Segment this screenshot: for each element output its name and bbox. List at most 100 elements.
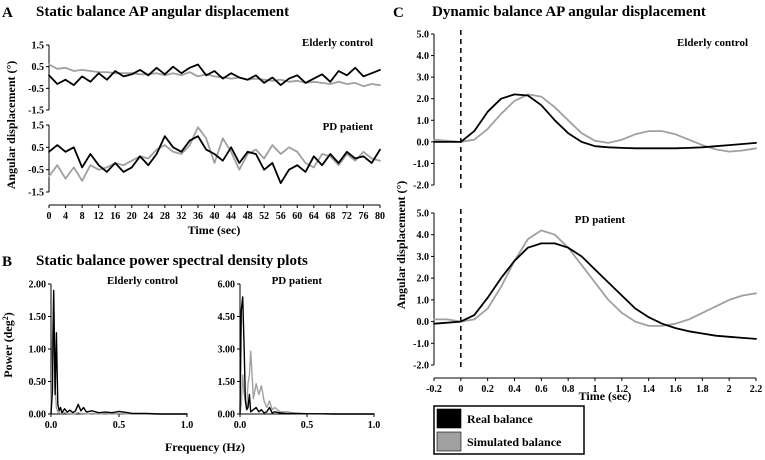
- x-tick-label: 40: [210, 211, 220, 222]
- legend-label-real: Real balance: [467, 412, 533, 426]
- series-simulated-balance: [239, 350, 375, 415]
- x-tick-label: 44: [226, 211, 236, 222]
- x-tick-label: 56: [276, 211, 286, 222]
- x-tick-label: 20: [127, 211, 137, 222]
- y-tick-label: -1.0: [413, 159, 429, 170]
- x-tick-label: 28: [160, 211, 170, 222]
- y-ticks: 5.0 4.0 3.0 2.0 1.0 0.0 -1.0 -2.0: [413, 209, 434, 372]
- legend-swatch-real: [436, 408, 462, 429]
- x-tick-label: 1.2: [616, 384, 629, 395]
- x-tick-label: 32: [176, 211, 186, 222]
- x-axis-a: 0 4 8 12 16 20 24 28 32 36 40 44 48 52 56 60 64 68 72 76 80: [47, 204, 385, 222]
- series-real-balance: [239, 296, 375, 415]
- series-lines: [239, 296, 375, 415]
- y-ticks: 6.00 4.50 3.00 1.50 0.00: [218, 280, 240, 421]
- x-tick-label: 1.0: [181, 420, 194, 431]
- x-tick-label: 52: [259, 211, 269, 222]
- x-tick-label: 48: [243, 211, 253, 222]
- subplot-label: PD patient: [575, 214, 626, 226]
- x-tick-label: 16: [110, 211, 120, 222]
- legend-label-simulated: Simulated balance: [467, 435, 562, 449]
- y-tick-label: 0.50: [29, 377, 47, 388]
- y-ticks: 1.5 0.5 -0.5 -1.5: [28, 121, 49, 199]
- x-tick-label: 80: [375, 211, 385, 222]
- series-simulated-balance: [433, 229, 757, 327]
- legend-swatch-simulated: [436, 431, 462, 452]
- series-real-balance: [48, 135, 381, 185]
- panel-c: C Dynamic balance AP angular displacemen…: [393, 4, 762, 403]
- series-simulated-balance: [50, 296, 188, 415]
- series-lines: [433, 93, 757, 153]
- series-real-balance: [433, 93, 757, 150]
- x-tick-label: 36: [193, 211, 203, 222]
- x-tick-label: 0.5: [113, 420, 126, 431]
- y-tick-label: 2.00: [29, 280, 47, 291]
- x-axis: 0.0 0.5 1.0: [45, 413, 194, 431]
- panel-c-letter: C: [393, 5, 404, 21]
- y-ticks: 2.00 1.50 1.00 0.50 0.00: [29, 280, 51, 421]
- ylabel-sup: 2: [1, 316, 10, 320]
- x-tick-label: 1: [593, 384, 598, 395]
- x-tick-label: 1.4: [642, 384, 655, 395]
- x-tick-label: 0.6: [535, 384, 548, 395]
- subplot-label: Elderly control: [302, 37, 373, 49]
- x-tick-label: 0: [458, 384, 463, 395]
- x-tick-label: 2: [727, 384, 732, 395]
- panel-c-title: Dynamic balance AP angular displacement: [432, 4, 706, 20]
- y-tick-label: 0.00: [218, 410, 236, 421]
- panel-b: B Static balance power spectral density …: [1, 253, 381, 454]
- y-tick-label: 3.0: [417, 252, 430, 263]
- subplot-label: Elderly control: [107, 275, 178, 287]
- x-tick-label: 8: [80, 211, 85, 222]
- panel-a-ylabel: Angular displacement (°): [4, 61, 18, 190]
- x-tick-label: 68: [325, 211, 335, 222]
- panel-a-letter: A: [2, 5, 13, 21]
- x-axis-c: -0.2 0 0.2 0.4 0.6 0.8 1 1.2 1.4 1.6 1.8 2 2.2: [426, 377, 763, 395]
- plot-b-pd: 6.00 4.50 3.00 1.50 0.00 0.0 0.5 1.0 PD patien…: [218, 275, 381, 431]
- y-tick-label: 1.0: [417, 295, 430, 306]
- legend: Real balance Simulated balance: [433, 405, 585, 455]
- y-tick-label: 0.00: [29, 410, 47, 421]
- x-tick-label: 0: [47, 211, 52, 222]
- x-tick-label: 4: [63, 211, 68, 222]
- series-lines: [48, 126, 381, 185]
- y-tick-label: 0.5: [32, 143, 45, 154]
- series-simulated-balance: [433, 93, 757, 153]
- x-tick-label: 64: [309, 211, 319, 222]
- panel-a-xlabel: Time (sec): [188, 223, 241, 237]
- series-real-balance: [50, 289, 188, 415]
- ylabel-power: Power (deg: [1, 320, 15, 377]
- panel-c-ylabel: Angular displacement (°): [394, 181, 408, 310]
- x-tick-label: 1.0: [368, 420, 381, 431]
- y-tick-label: 4.0: [417, 51, 430, 62]
- x-tick-label: 12: [94, 211, 104, 222]
- series-lines: [433, 229, 757, 340]
- x-tick-label: 60: [292, 211, 302, 222]
- panel-c-xlabel: Time (sec): [579, 389, 632, 403]
- x-tick-label: 0.0: [45, 420, 58, 431]
- series-lines: [50, 289, 188, 415]
- series-real-balance: [433, 242, 757, 340]
- x-tick-label: -0.2: [426, 384, 442, 395]
- y-tick-label: -1.5: [28, 106, 44, 117]
- y-tick-label: 0.5: [32, 62, 45, 73]
- plot-a-elderly: 1.5 0.5 -0.5 -1.5 Elderly control: [28, 37, 381, 117]
- x-tick-label: 24: [143, 211, 153, 222]
- x-tick-label: 0.5: [301, 420, 314, 431]
- x-tick-label: 2.2: [750, 384, 763, 395]
- y-tick-label: -0.5: [28, 84, 44, 95]
- subplot-label: Elderly control: [677, 37, 748, 49]
- y-tick-label: 0.0: [417, 137, 430, 148]
- y-ticks: 5.0 4.0 3.0 2.0 1.0 0.0 -1.0 -2.0: [413, 30, 434, 192]
- x-tick-label: 0.0: [234, 420, 247, 431]
- subplot-label: PD patient: [323, 121, 374, 133]
- series-lines: [48, 63, 381, 88]
- y-tick-label: 5.0: [417, 209, 430, 220]
- y-tick-label: -2.0: [413, 181, 429, 192]
- subplot-label: PD patient: [272, 275, 323, 287]
- plot-c-elderly: 5.0 4.0 3.0 2.0 1.0 0.0 -1.0 -2.0 Elderly contr…: [413, 30, 757, 192]
- y-tick-label: 1.50: [29, 312, 47, 323]
- x-tick-label: 72: [342, 211, 352, 222]
- y-tick-label: 4.50: [218, 312, 236, 323]
